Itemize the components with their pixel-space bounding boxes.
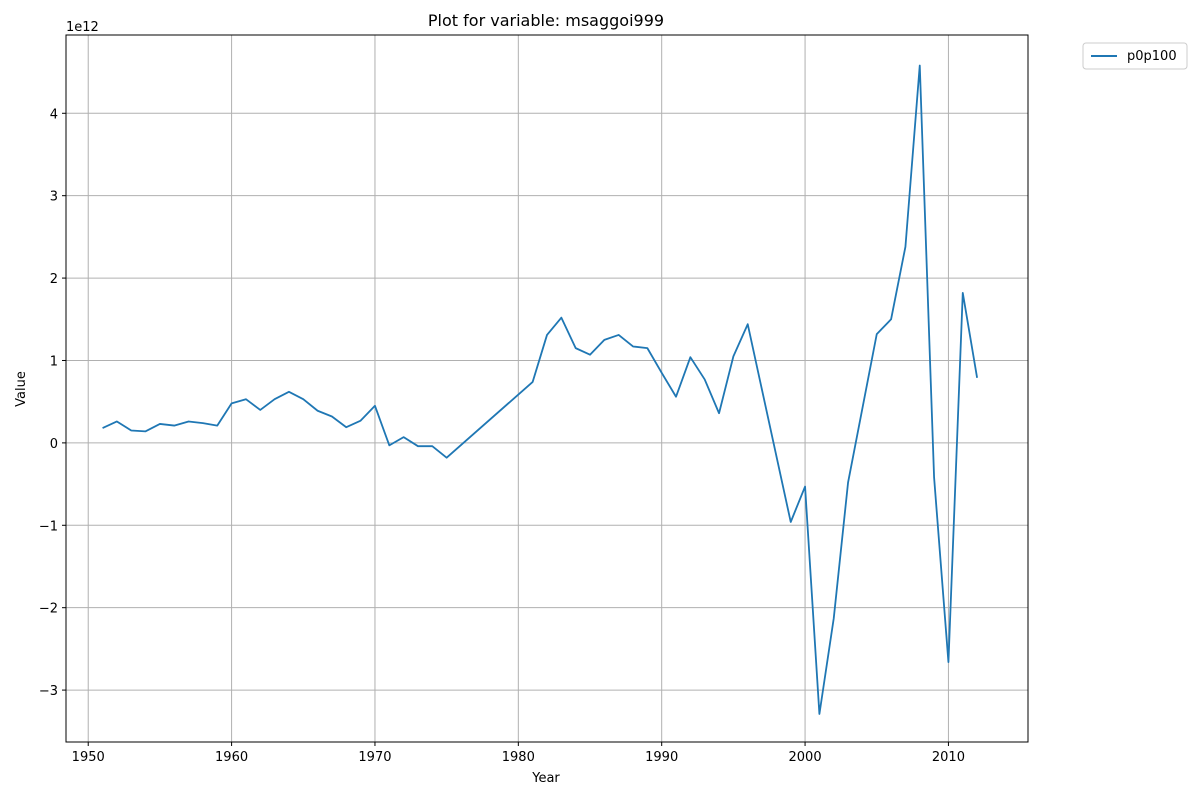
- plot-area-frame: [65, 34, 1029, 743]
- x-tick-label: 2000: [789, 750, 822, 765]
- y-tick-label: 0: [50, 437, 58, 452]
- y-tick-label: 4: [50, 107, 58, 122]
- y-tick-label: 2: [50, 272, 58, 287]
- y-axis-label: Value: [14, 371, 29, 407]
- x-axis-label: Year: [531, 771, 560, 786]
- legend: p0p100: [1082, 42, 1188, 70]
- y-tick-label: −1: [39, 519, 58, 534]
- x-tick-label: 1960: [215, 750, 248, 765]
- y-tick-label: −2: [39, 602, 58, 617]
- x-tick-label: 1990: [645, 750, 678, 765]
- x-tick-label: 1980: [502, 750, 535, 765]
- x-tick-label: 1970: [358, 750, 391, 765]
- x-axis-ticks: 1950 1960 1970 1980 1990 2000 2010: [72, 742, 965, 765]
- y-axis-offset-text: 1e12: [66, 20, 99, 35]
- series-layer: [102, 64, 978, 715]
- grid-lines: [66, 35, 1028, 742]
- x-tick-label: 2010: [932, 750, 965, 765]
- y-tick-label: −3: [39, 684, 58, 699]
- series-line-p0p100: [102, 64, 978, 715]
- x-tick-label: 1950: [72, 750, 105, 765]
- legend-box: [1082, 42, 1188, 70]
- chart-title: Plot for variable: msaggoi999: [428, 11, 664, 30]
- y-tick-label: 3: [50, 190, 58, 205]
- y-tick-label: 1: [50, 354, 58, 369]
- y-axis-ticks: −3 −2 −1 0 1 2 3 4: [39, 107, 66, 699]
- legend-label-p0p100: p0p100: [1127, 49, 1177, 64]
